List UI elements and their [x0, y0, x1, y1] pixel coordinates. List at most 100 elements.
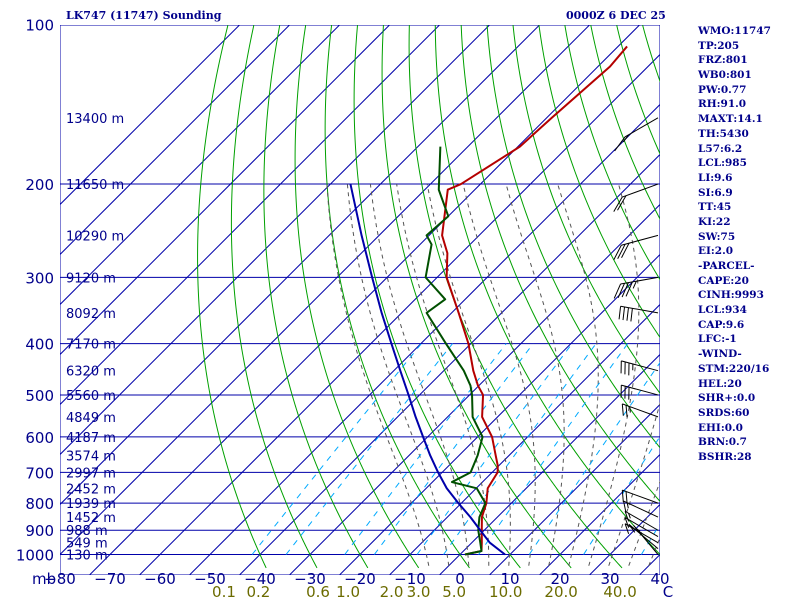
wind-barb-staff [622, 183, 659, 198]
height-label: 3574 m [66, 449, 116, 464]
isotherm-line [0, 555, 10, 576]
pressure-tick-label: 600 [25, 429, 54, 447]
temperature-tick-label: −10 [394, 570, 426, 588]
moist-adiabat-line [588, 183, 640, 566]
isotherm-line [439, 554, 461, 575]
index-item: RH:91.0 [698, 98, 747, 111]
isotherm-line [60, 25, 591, 555]
wind-barb-full [617, 283, 625, 298]
index-item: LFC:-1 [698, 333, 737, 346]
temperature-tick-label: 30 [600, 570, 619, 588]
wind-barb [620, 384, 659, 400]
height-label: 2997 m [66, 466, 116, 481]
temperature-tick-label: 40 [650, 570, 669, 588]
index-item: TP:205 [698, 39, 740, 52]
index-item: SRDS:60 [698, 406, 750, 419]
height-label: 8092 m [66, 307, 116, 322]
height-label: 7170 m [66, 338, 116, 353]
moist-adiabat-line [369, 183, 470, 566]
wind-barb-staff [633, 525, 659, 555]
wind-barb-staff [620, 276, 659, 285]
isotherm-line [60, 25, 291, 256]
parcel-profile [349, 183, 506, 556]
temperature-tick-label: −70 [94, 570, 126, 588]
mixing-ratio-line [583, 435, 660, 555]
sounding-time: 0000Z 6 DEC 25 [566, 9, 666, 22]
pressure-tick-label: 700 [25, 464, 54, 482]
index-item: WMO:11747 [698, 25, 771, 37]
index-item: CAPE:20 [698, 274, 749, 287]
isotherm-line [109, 25, 641, 555]
isotherm-line [89, 554, 111, 575]
wind-barb [613, 276, 659, 299]
index-item: BSHR:28 [698, 450, 752, 463]
wind-barb-staff [621, 384, 659, 396]
moist-adiabat-line [608, 401, 660, 566]
dry-adiabat-line [486, 25, 660, 449]
wind-barb-full [613, 283, 622, 299]
mixing-ratio-label: 1.0 [336, 583, 360, 600]
height-label: 6320 m [66, 365, 116, 380]
wind-barb [618, 305, 659, 322]
stability-indices-panel: WMO:11747 TP:205 FRZ:801 WB0:801 PW:0.77 RH:9… [698, 24, 798, 465]
isotherm-line [690, 555, 711, 576]
index-item: CINH:9993 [698, 289, 764, 302]
dry-adiabat-line [408, 25, 623, 569]
dry-adiabat-line [230, 25, 318, 569]
index-item: KI:22 [698, 215, 731, 228]
isotherm-line [60, 25, 441, 406]
wind-barb-full [624, 517, 630, 528]
plot-frame [60, 25, 660, 575]
wind-barb-full [626, 307, 629, 321]
isotherm-line [639, 554, 660, 575]
index-item: SW:75 [698, 230, 736, 243]
height-label: 988 m [66, 524, 108, 539]
wind-barb-staff [622, 403, 659, 418]
mixing-ratio-label: 0.2 [246, 583, 270, 600]
isotherm-line [289, 554, 311, 575]
wind-barb-staff [623, 500, 659, 518]
mixing-ratio-line [528, 361, 660, 555]
pressure-tick-label: 900 [25, 522, 54, 540]
isotherm-line [459, 353, 660, 555]
wind-barb-staff [624, 523, 659, 544]
wind-barb [623, 500, 659, 518]
mixing-ratio-label: 3.0 [407, 583, 431, 600]
isotherm-line [60, 25, 491, 456]
dry-adiabat-line [381, 25, 572, 569]
mixing-ratio-label: 0.6 [306, 583, 330, 600]
index-item: -WIND- [698, 348, 742, 361]
height-label: 9120 m [66, 271, 116, 286]
isotherm-line [359, 253, 660, 555]
mixing-ratio-label: 2.0 [380, 583, 404, 600]
wind-barb-half [628, 513, 631, 519]
moist-adiabat-line [557, 183, 599, 566]
moist-adiabat-line [396, 183, 490, 566]
isotherm-line [209, 103, 660, 555]
pressure-tick-label: 800 [25, 495, 54, 513]
wind-barb-full [625, 281, 633, 297]
mixing-ratio-line [640, 522, 660, 555]
index-item: EHI:0.0 [698, 421, 743, 434]
wind-barb [624, 523, 659, 544]
wind-barb-half [629, 406, 631, 413]
index-item: TT:45 [698, 201, 732, 214]
wind-barb-full [625, 491, 628, 504]
moist-adiabat-line [346, 183, 450, 566]
moist-adiabat-line [326, 184, 430, 566]
index-item: WB0:801 [698, 69, 752, 82]
wind-barb-half [632, 280, 637, 289]
pressure-tick-label: 100 [25, 17, 54, 35]
isotherm-line [589, 554, 611, 575]
pressure-tick-label: 300 [25, 269, 54, 287]
temperature-unit-label: C [663, 583, 673, 600]
height-label: 549 m [66, 537, 108, 552]
isotherm-line [60, 25, 541, 506]
temperature-tick-label: 10 [500, 570, 519, 588]
wind-barb-staff [621, 360, 659, 372]
wind-barb-full [630, 308, 633, 322]
wind-barb-full [623, 500, 627, 513]
pressure-unit-label: mb [32, 570, 56, 588]
isotherm-line [60, 25, 341, 306]
